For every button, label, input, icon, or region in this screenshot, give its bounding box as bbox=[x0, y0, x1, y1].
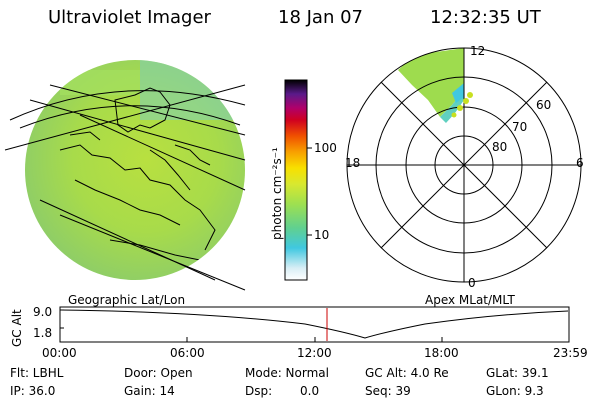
time-tick-0000: 00:00 bbox=[42, 346, 77, 360]
mlt-label-6: 6 bbox=[576, 156, 584, 170]
status-dsp-value: 0.0 bbox=[300, 384, 320, 398]
mlt-label-18: 18 bbox=[345, 156, 361, 170]
geographic-projection-label: Geographic Lat/Lon bbox=[68, 293, 186, 307]
colorbar-unit-label: photon cm⁻²s⁻¹ bbox=[270, 147, 284, 240]
status-glat: GLat: 39.1 bbox=[486, 366, 549, 380]
altitude-tick-top: 9.0 bbox=[33, 305, 53, 319]
status-filter: Flt: LBHL bbox=[10, 366, 64, 380]
status-glon: GLon: 9.3 bbox=[486, 384, 544, 398]
mlt-label-0: 0 bbox=[468, 276, 476, 290]
time-label: 12:32:35 UT bbox=[430, 7, 541, 28]
status-seq: Seq: 39 bbox=[365, 384, 411, 398]
altitude-axis-label: GC Alt bbox=[10, 309, 24, 347]
time-tick-0600: 06:00 bbox=[170, 346, 205, 360]
instrument-title: Ultraviolet Imager bbox=[48, 7, 211, 28]
altitude-strip-plot bbox=[59, 306, 570, 343]
date-label: 18 Jan 07 bbox=[278, 7, 363, 28]
geographic-globe-image bbox=[4, 60, 246, 291]
mlat-label-60: 60 bbox=[536, 98, 552, 112]
colorbar-tick-10: 10 bbox=[314, 228, 330, 242]
time-tick-1200: 12:00 bbox=[297, 346, 332, 360]
mlat-label-70: 70 bbox=[512, 120, 528, 134]
mlt-label-12: 12 bbox=[470, 44, 486, 58]
apex-projection-label: Apex MLat/MLT bbox=[425, 293, 515, 307]
mlat-label-80: 80 bbox=[492, 140, 508, 154]
colorbar bbox=[284, 79, 312, 281]
altitude-tick-bottom: 1.8 bbox=[33, 326, 53, 340]
status-mode: Mode: Normal bbox=[245, 366, 329, 380]
status-gain: Gain: 14 bbox=[124, 384, 175, 398]
time-tick-1800: 18:00 bbox=[424, 346, 459, 360]
time-tick-2359: 23:59 bbox=[553, 346, 588, 360]
colorbar-tick-100: 100 bbox=[314, 141, 337, 155]
polar-mlat-mlt-plot bbox=[346, 47, 582, 283]
status-dsp-label: Dsp: bbox=[245, 384, 273, 398]
status-gc-alt: GC Alt: 4.0 Re bbox=[365, 366, 449, 380]
status-ip: IP: 36.0 bbox=[10, 384, 56, 398]
status-door: Door: Open bbox=[124, 366, 193, 380]
